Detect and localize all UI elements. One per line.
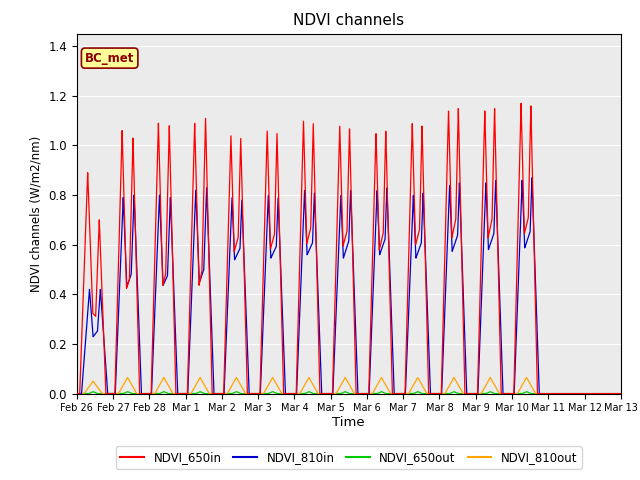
NDVI_650out xyxy=(351,391,359,396)
Text: BC_met: BC_met xyxy=(85,51,134,65)
NDVI_810out xyxy=(124,374,131,380)
Line: NDVI_650out: NDVI_650out xyxy=(77,392,621,394)
NDVI_650in xyxy=(102,380,109,386)
NDVI_650in xyxy=(617,391,625,396)
NDVI_810out xyxy=(404,391,412,396)
NDVI_810in xyxy=(154,241,161,247)
NDVI_810in xyxy=(359,391,367,396)
NDVI_810out xyxy=(154,386,161,392)
NDVI_810in xyxy=(102,359,109,365)
NDVI_650out xyxy=(404,391,412,396)
NDVI_650out xyxy=(617,391,625,396)
NDVI_650out xyxy=(359,391,367,396)
NDVI_810out xyxy=(214,391,221,396)
NDVI_650in xyxy=(154,154,161,159)
NDVI_650out xyxy=(214,391,221,396)
NDVI_650in xyxy=(351,360,359,366)
X-axis label: Time: Time xyxy=(333,416,365,429)
NDVI_810in xyxy=(351,319,359,324)
NDVI_810out xyxy=(351,391,359,396)
NDVI_650in xyxy=(359,391,367,396)
Title: NDVI channels: NDVI channels xyxy=(293,13,404,28)
Legend: NDVI_650in, NDVI_810in, NDVI_650out, NDVI_810out: NDVI_650in, NDVI_810in, NDVI_650out, NDV… xyxy=(116,446,582,469)
NDVI_810out xyxy=(73,391,81,396)
NDVI_650in xyxy=(404,295,412,301)
NDVI_650out xyxy=(73,391,81,396)
NDVI_810in xyxy=(404,336,412,342)
NDVI_810in xyxy=(73,391,81,396)
Line: NDVI_650in: NDVI_650in xyxy=(77,104,621,394)
Line: NDVI_810out: NDVI_810out xyxy=(77,377,621,394)
NDVI_810in xyxy=(528,175,536,180)
NDVI_810in xyxy=(214,391,221,396)
NDVI_810out xyxy=(617,391,625,396)
NDVI_810in xyxy=(617,391,625,396)
Y-axis label: NDVI channels (W/m2/nm): NDVI channels (W/m2/nm) xyxy=(30,135,43,292)
NDVI_650in xyxy=(214,391,221,396)
NDVI_650in xyxy=(517,101,525,107)
NDVI_810out xyxy=(102,391,109,396)
NDVI_810out xyxy=(359,391,367,396)
NDVI_650in xyxy=(73,391,81,396)
Line: NDVI_810in: NDVI_810in xyxy=(77,178,621,394)
NDVI_650out xyxy=(90,389,97,395)
NDVI_650out xyxy=(102,391,109,396)
NDVI_650out xyxy=(154,391,161,396)
